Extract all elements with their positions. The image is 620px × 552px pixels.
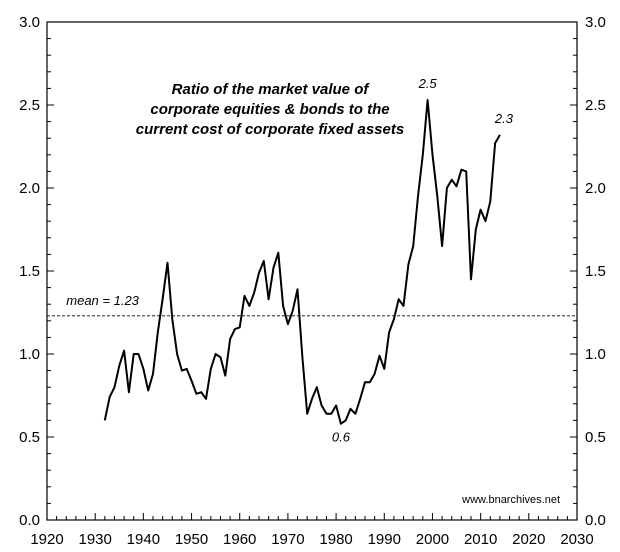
- y-right-tick-label: 3.0: [585, 14, 606, 31]
- y-left-tick-label: 1.5: [19, 263, 40, 280]
- x-tick-label: 1940: [127, 531, 160, 548]
- axis-ticks: [46, 21, 578, 521]
- y-left-tick-label: 1.0: [19, 346, 40, 363]
- x-tick-label: 1990: [368, 531, 401, 548]
- y-right-tick-label: 0.0: [585, 512, 606, 529]
- y-left-tick-label: 0.5: [19, 429, 40, 446]
- x-tick-label: 1980: [319, 531, 352, 548]
- x-tick-label: 2030: [560, 531, 593, 548]
- chart-title-line-1: Ratio of the market value of: [172, 81, 371, 98]
- chart-title-line-3: current cost of corporate fixed assets: [136, 121, 404, 138]
- x-tick-label: 1950: [175, 531, 208, 548]
- series-line: [103, 99, 501, 425]
- annotations: 2.5 2.3 0.6: [332, 76, 514, 445]
- y-right-tick-label: 1.0: [585, 346, 606, 363]
- y-left-tick-label: 2.0: [19, 180, 40, 197]
- axis-tick-labels: 1920 1930 1940 1950 1960 1970 1980 1990 2000 2010…: [19, 14, 606, 548]
- annotation-label: 2.3: [494, 111, 514, 126]
- chart-title: Ratio of the market value of corporate e…: [136, 81, 404, 138]
- x-tick-label: 2020: [512, 531, 545, 548]
- x-tick-label: 2010: [464, 531, 497, 548]
- x-tick-label: 2000: [416, 531, 449, 548]
- y-left-tick-label: 3.0: [19, 14, 40, 31]
- y-right-tick-label: 0.5: [585, 429, 606, 446]
- mean-label: mean = 1.23: [66, 293, 139, 308]
- y-right-tick-label: 1.5: [585, 263, 606, 280]
- y-right-tick-label: 2.0: [585, 180, 606, 197]
- source-credit: www.bnarchives.net: [461, 494, 560, 506]
- y-right-tick-label: 2.5: [585, 97, 606, 114]
- x-tick-label: 1970: [271, 531, 304, 548]
- x-tick-label: 1920: [30, 531, 63, 548]
- annotation-label: 0.6: [332, 430, 351, 445]
- annotation-label: 2.5: [418, 76, 438, 91]
- x-tick-label: 1930: [78, 531, 111, 548]
- y-left-tick-label: 2.5: [19, 97, 40, 114]
- y-left-tick-label: 0.0: [19, 512, 40, 529]
- chart-title-line-2: corporate equities & bonds to the: [150, 101, 389, 118]
- x-tick-label: 1960: [223, 531, 256, 548]
